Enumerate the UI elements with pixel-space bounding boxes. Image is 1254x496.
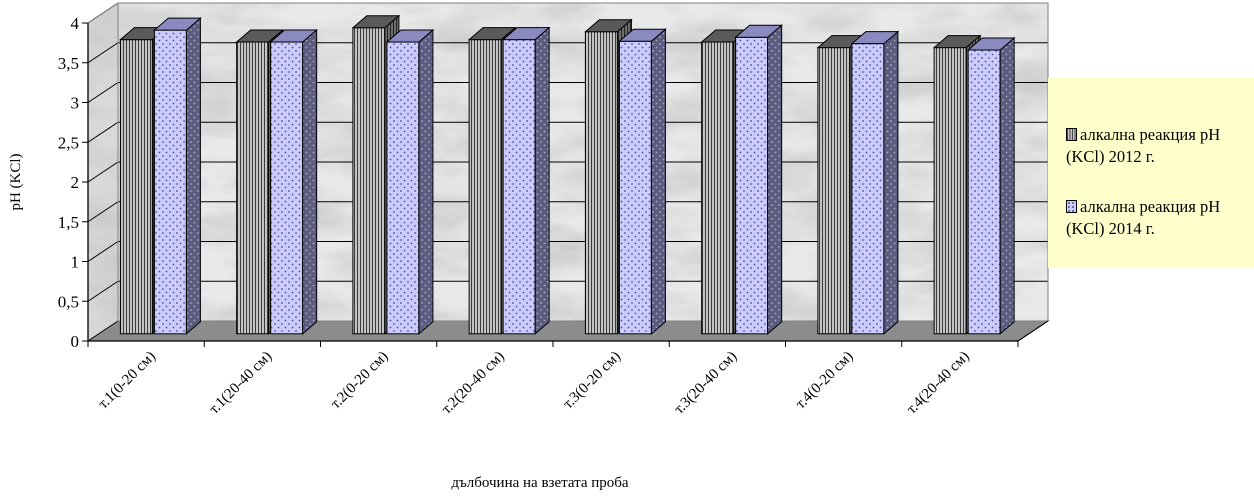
x-tick-label: т.1(20-40 см)	[206, 349, 275, 418]
y-tick-label: 0	[71, 332, 80, 351]
y-tick-label: 1	[71, 253, 80, 272]
gridline-side	[87, 280, 119, 302]
bar-top	[734, 24, 784, 38]
bar-side	[650, 28, 666, 335]
bar-side	[883, 30, 899, 335]
bar-top	[932, 35, 982, 49]
x-tick-label: т.3(20-40 см)	[671, 349, 740, 418]
y-tick-label: 4	[71, 14, 80, 33]
bar-side	[999, 36, 1015, 335]
bar-2014-1	[153, 17, 202, 335]
legend-swatch-2012	[1066, 128, 1077, 141]
bar-front	[236, 41, 270, 335]
bar-front	[352, 27, 386, 335]
bar-front	[502, 39, 536, 335]
bar-side	[418, 28, 434, 335]
bar-front	[153, 29, 187, 335]
legend-entry-2012: алкална реакция pH (KCl) 2012 г.	[1066, 124, 1252, 168]
bar-top	[153, 17, 202, 31]
legend-label-2014: алкална реакция pH (KCl) 2014 г.	[1066, 197, 1221, 238]
y-tick-label: 3	[71, 94, 80, 113]
bar-top	[501, 27, 551, 41]
bar-side	[185, 17, 201, 335]
bar-front	[817, 47, 851, 335]
gridline-side	[87, 241, 119, 262]
x-tick-label: т.3(0-20 см)	[560, 349, 624, 413]
gridline-side	[87, 201, 119, 223]
bar-front	[933, 47, 967, 335]
legend-entry-2014: алкална реакция pH (KCl) 2014 г.	[1066, 196, 1252, 240]
bar-2014-7	[850, 30, 900, 335]
bar-front	[735, 36, 769, 335]
gridline-side	[87, 82, 119, 103]
legend: алкална реакция pH (KCl) 2012 г. алкална…	[1048, 78, 1254, 268]
side-wall-border	[87, 2, 119, 24]
x-tick-label: т.4(20-40 см)	[904, 349, 973, 418]
bar-top	[584, 19, 633, 33]
bar-top	[618, 28, 667, 42]
bar-top	[850, 31, 900, 45]
gridline-side	[87, 42, 119, 64]
bar-top	[235, 29, 285, 43]
bar-front	[701, 41, 735, 335]
bar-front	[851, 43, 885, 335]
bar-front	[967, 49, 1001, 335]
bar-top	[467, 27, 517, 41]
y-tick-label: 2,5	[58, 133, 79, 152]
bar-top	[966, 37, 1016, 51]
bar-side	[534, 26, 550, 335]
x-tick-label: т.2(0-20 см)	[328, 349, 392, 413]
y-tick-label: 2	[71, 173, 80, 192]
floor	[86, 320, 1050, 342]
bar-front	[119, 39, 153, 335]
bar-2014-6	[734, 24, 784, 335]
bar-2014-3	[385, 28, 435, 335]
bar-front	[386, 41, 420, 335]
bar-front	[468, 39, 502, 335]
bar-2014-4	[501, 26, 551, 335]
y-tick-label: 1,5	[58, 213, 79, 232]
bar-2014-8	[966, 36, 1016, 335]
y-tick-label: 0,5	[58, 292, 79, 311]
y-tick-label: 3,5	[58, 54, 79, 73]
gridline-side	[87, 121, 119, 143]
x-tick-label: т.1(0-20 см)	[95, 349, 159, 413]
y-axis-title: pH (KCl)	[8, 153, 24, 210]
bar-top	[385, 29, 435, 43]
x-axis-title: дълбочина на взетата проба	[451, 475, 629, 491]
legend-swatch-2014	[1066, 200, 1077, 213]
bar-2014-5	[618, 28, 667, 335]
floor-edge	[1017, 320, 1049, 342]
legend-label-2012: алкална реакция pH (KCl) 2012 г.	[1066, 125, 1221, 166]
bar-front	[618, 40, 652, 335]
x-tick-label: т.2(20-40 см)	[439, 349, 508, 418]
bar-side	[767, 24, 783, 335]
bar-top	[351, 15, 401, 29]
gridline-side	[87, 161, 119, 183]
bar-2014-2	[269, 28, 319, 335]
bar-top	[269, 29, 319, 43]
bar-front	[270, 41, 304, 335]
x-tick-label: т.4(0-20 см)	[793, 349, 857, 413]
bar-side	[302, 28, 318, 335]
bar-front	[584, 31, 618, 335]
